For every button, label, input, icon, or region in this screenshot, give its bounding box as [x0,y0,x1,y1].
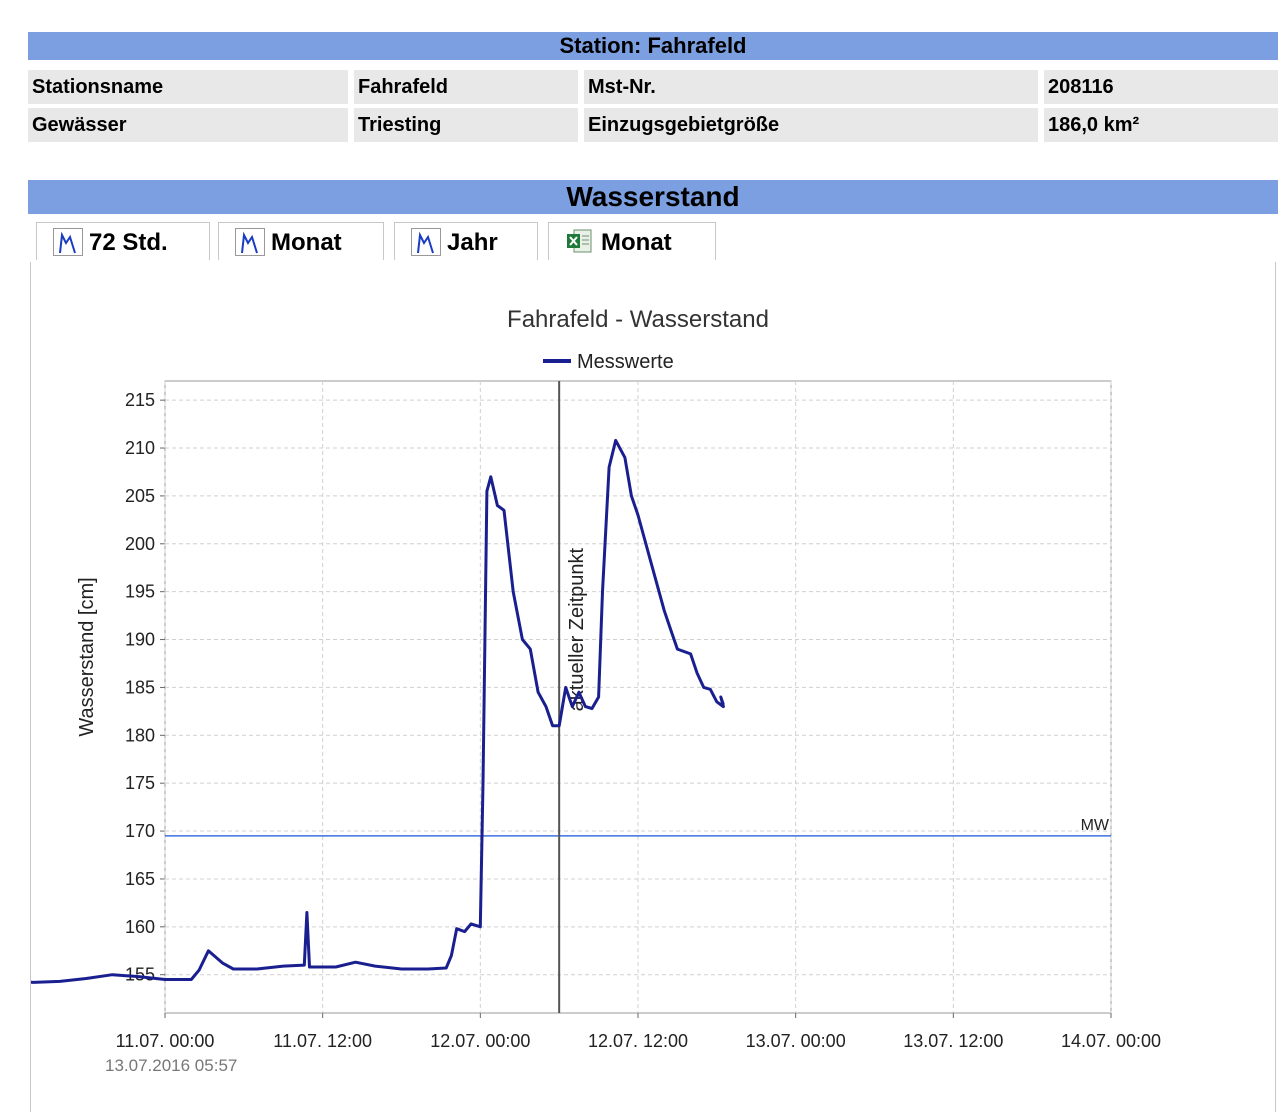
station-info-table: Stationsname Fahrafeld Mst-Nr. 208116 Ge… [28,66,1278,146]
x-tick-label: 13.07. 12:00 [903,1031,1003,1051]
y-tick-label: 200 [125,534,155,554]
table-row: Stationsname Fahrafeld Mst-Nr. 208116 [28,70,1278,104]
tab-label: Monat [271,229,342,256]
tab-label: Monat [601,229,672,256]
section-header: Wasserstand [28,180,1278,214]
x-tick-label: 11.07. 00:00 [116,1031,215,1051]
y-tick-label: 155 [125,965,155,985]
table-row: Gewässer Triesting Einzugsgebietgröße 18… [28,108,1278,142]
x-tick-label: 12.07. 00:00 [430,1031,530,1051]
y-tick-label: 215 [125,390,155,410]
y-tick-label: 170 [125,821,155,841]
tab-72-std[interactable]: 72 Std. [36,222,210,260]
excel-icon [565,227,595,256]
value-gewaesser: Triesting [348,108,578,142]
y-tick-label: 175 [125,773,155,793]
value-einzugsgebiet: 186,0 km² [1038,108,1278,142]
y-tick-label: 180 [125,725,155,745]
tab-monat-excel[interactable]: Monat [548,222,716,260]
tab-label: Jahr [447,229,498,256]
water-level-chart: 155 160 165 170 175 180 185 190 195 200 205 210 215 1… [31,306,1161,1075]
x-tick-label: 14.07. 00:00 [1061,1031,1161,1051]
series-line-messwerte [31,438,725,984]
tab-label: 72 Std. [89,229,168,256]
label-mst-nr: Mst-Nr. [578,70,1038,104]
line-chart-icon [53,227,83,256]
x-tick-label: 13.07. 00:00 [746,1031,846,1051]
value-stationsname: Fahrafeld [348,70,578,104]
y-tick-label: 165 [125,869,155,889]
label-stationsname: Stationsname [28,70,348,104]
chart-panel: 155 160 165 170 175 180 185 190 195 200 205 210 215 1… [30,262,1276,1112]
y-tick-label: 205 [125,486,155,506]
y-tick-label: 190 [125,630,155,650]
now-marker-label: aktueller Zeitpunkt [566,548,588,712]
y-tick-label: 195 [125,582,155,602]
timestamp-label: 13.07.2016 05:57 [105,1056,237,1075]
legend-label: Messwerte [577,351,674,373]
y-axis-label: Wasserstand [cm] [76,577,98,736]
station-header: Station: Fahrafeld [28,32,1278,60]
line-chart-icon [411,227,441,256]
value-mst-nr: 208116 [1038,70,1278,104]
x-tick-label: 11.07. 12:00 [273,1031,372,1051]
mw-label: MW [1081,817,1110,834]
tab-monat[interactable]: Monat [218,222,384,260]
y-tick-label: 160 [125,917,155,937]
tab-jahr[interactable]: Jahr [394,222,538,260]
chart-title: Fahrafeld - Wasserstand [507,306,769,333]
label-gewaesser: Gewässer [28,108,348,142]
line-chart-icon [235,227,265,256]
label-einzugsgebiet: Einzugsgebietgröße [578,108,1038,142]
y-tick-label: 210 [125,438,155,458]
y-tick-label: 185 [125,677,155,697]
x-tick-label: 12.07. 12:00 [588,1031,688,1051]
